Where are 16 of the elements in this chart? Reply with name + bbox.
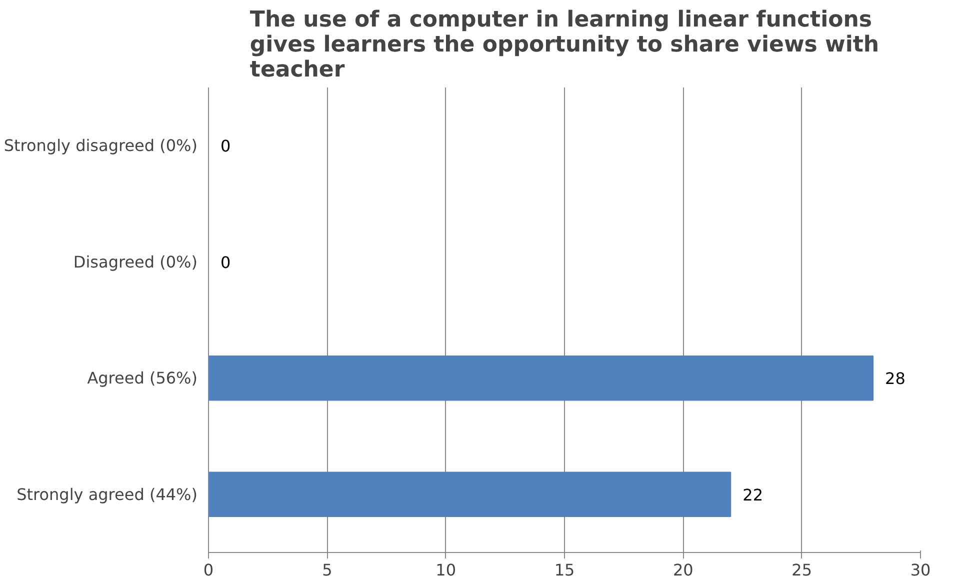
x-tick-label: 0 [203,560,214,580]
data-label: 22 [742,485,763,504]
y-tick-label: Disagreed (0%) [73,252,198,272]
x-tick-label: 20 [672,560,694,580]
x-tick-label: 5 [322,560,332,580]
data-label: 28 [885,369,906,388]
x-tick-label: 15 [554,560,575,580]
x-tick-label: 30 [910,560,931,580]
y-tick-label: Strongly disagreed (0%) [4,136,198,156]
y-tick-label: Strongly agreed (44%) [16,484,198,504]
chart-title: The use of a computer in learning linear functions gives learners the opportunity to share views with teacher [250,8,880,82]
y-tick-label: Agreed (56%) [87,368,198,388]
x-tick-label: 10 [436,560,456,580]
x-tick-label: 25 [792,560,812,580]
data-label: 0 [220,252,231,272]
data-label: 0 [220,136,231,156]
